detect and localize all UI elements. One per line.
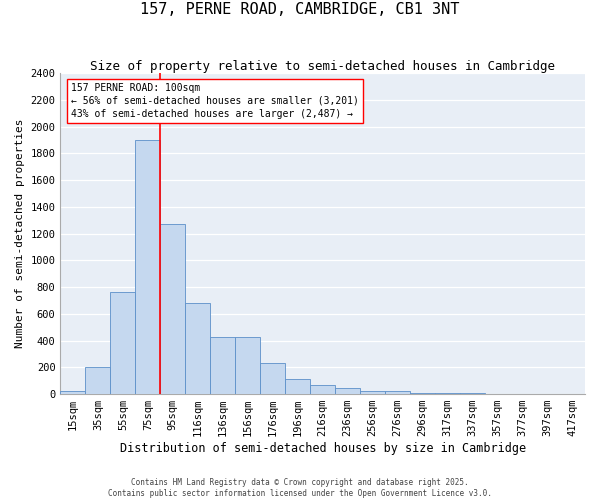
Title: Size of property relative to semi-detached houses in Cambridge: Size of property relative to semi-detach… — [90, 60, 555, 73]
Bar — [110, 292, 136, 394]
Bar — [335, 388, 360, 394]
Bar — [136, 140, 160, 394]
Bar — [385, 392, 410, 394]
Text: 157, PERNE ROAD, CAMBRIDGE, CB1 3NT: 157, PERNE ROAD, CAMBRIDGE, CB1 3NT — [140, 2, 460, 18]
Bar — [310, 386, 335, 394]
Bar — [235, 336, 260, 394]
Text: 157 PERNE ROAD: 100sqm
← 56% of semi-detached houses are smaller (3,201)
43% of : 157 PERNE ROAD: 100sqm ← 56% of semi-det… — [71, 82, 359, 119]
Text: Contains HM Land Registry data © Crown copyright and database right 2025.
Contai: Contains HM Land Registry data © Crown c… — [108, 478, 492, 498]
Bar — [185, 303, 210, 394]
Bar — [435, 392, 460, 394]
Bar — [260, 364, 285, 394]
Bar — [61, 392, 85, 394]
Bar — [85, 368, 110, 394]
Bar — [360, 390, 385, 394]
Bar — [285, 380, 310, 394]
Bar — [160, 224, 185, 394]
Bar — [210, 336, 235, 394]
X-axis label: Distribution of semi-detached houses by size in Cambridge: Distribution of semi-detached houses by … — [119, 442, 526, 455]
Bar — [410, 392, 435, 394]
Bar — [460, 392, 485, 394]
Y-axis label: Number of semi-detached properties: Number of semi-detached properties — [15, 119, 25, 348]
